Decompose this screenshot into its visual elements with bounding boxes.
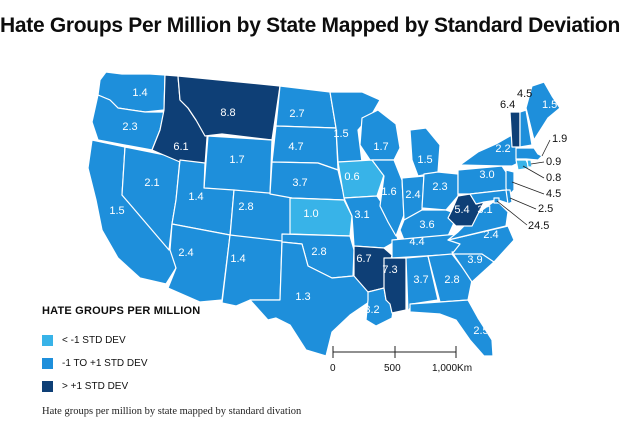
state-value-UT: 1.4 (188, 191, 203, 203)
state-value-NM: 1.4 (230, 253, 245, 265)
state-value-NJ: 4.5 (546, 188, 561, 200)
state-value-ID: 6.1 (173, 141, 188, 153)
state-value-MN: 1.5 (333, 128, 348, 140)
state-value-KY: 3.6 (419, 219, 434, 231)
state-NC[interactable] (447, 225, 515, 263)
state-value-VT: 6.4 (500, 99, 515, 111)
state-value-NC: 2.4 (483, 229, 498, 241)
state-value-IN: 2.4 (405, 189, 420, 201)
scale-tick-1000: 1,000Km (432, 363, 473, 374)
state-ME[interactable] (525, 81, 561, 141)
state-value-MT: 8.8 (220, 107, 235, 119)
state-NM[interactable] (221, 234, 283, 307)
state-value-WV: 5.4 (454, 204, 469, 216)
state-WI[interactable] (359, 109, 401, 161)
legend-item-mid: -1 TO +1 STD DEV (42, 358, 200, 369)
state-CT[interactable] (515, 159, 531, 171)
legend-swatch-high (42, 381, 53, 392)
state-value-OR: 2.3 (122, 121, 137, 133)
state-value-MA: 1.9 (552, 133, 567, 145)
state-ND[interactable] (275, 85, 337, 129)
state-value-MI: 1.5 (417, 154, 432, 166)
state-DE[interactable] (505, 189, 513, 205)
state-RI[interactable] (526, 159, 533, 168)
state-value-NE: 3.7 (292, 177, 307, 189)
state-value-AR: 6.7 (356, 253, 371, 265)
state-value-WI: 1.7 (373, 141, 388, 153)
leader-line-DE (509, 197, 537, 210)
state-value-IA: 0.6 (344, 171, 359, 183)
state-IL[interactable] (371, 159, 405, 237)
state-value-TN: 4.4 (409, 236, 424, 248)
legend-label-low: < -1 STD DEV (62, 335, 126, 346)
leader-line-DC (496, 200, 528, 226)
scale-tick-0: 0 (330, 363, 336, 374)
state-value-WA: 1.4 (132, 87, 147, 99)
legend-item-low: < -1 STD DEV (42, 335, 200, 346)
state-value-OK: 2.8 (311, 246, 326, 258)
state-value-MS: 7.3 (382, 264, 397, 276)
state-value-VA: 3.1 (477, 204, 492, 216)
state-KS[interactable] (289, 197, 353, 237)
legend-swatch-low (42, 335, 53, 346)
state-MI[interactable] (409, 127, 441, 177)
state-MT[interactable] (177, 75, 281, 141)
state-TX[interactable] (249, 241, 373, 357)
state-value-TX: 1.3 (295, 291, 310, 303)
legend-label-mid: -1 TO +1 STD DEV (62, 358, 148, 369)
state-value-PA: 3.0 (479, 169, 494, 181)
state-value-ND: 2.7 (289, 108, 304, 120)
state-value-GA: 2.8 (444, 274, 459, 286)
leader-line-NJ (511, 181, 545, 195)
scale-bar-line (332, 346, 457, 358)
state-value-IL: 1.6 (381, 186, 396, 198)
state-MN[interactable] (329, 91, 381, 163)
map-title: Hate Groups Per Million by State Mapped … (0, 14, 620, 37)
state-value-KS: 1.0 (303, 208, 318, 220)
state-value-DE: 2.5 (538, 203, 553, 215)
state-AL[interactable] (405, 255, 439, 313)
state-AZ[interactable] (167, 223, 231, 303)
state-FL[interactable] (409, 299, 494, 357)
state-VT[interactable] (509, 111, 521, 148)
legend-swatch-mid (42, 358, 53, 369)
leader-line-RI (530, 161, 545, 165)
state-NH[interactable] (519, 109, 533, 148)
legend-label-high: > +1 STD DEV (62, 381, 129, 392)
state-value-AL: 3.7 (413, 274, 428, 286)
state-value-MO: 3.1 (354, 209, 369, 221)
scale-tick-500: 500 (384, 363, 401, 374)
state-value-FL: 2.5 (473, 325, 488, 337)
state-value-NH: 4.5 (517, 88, 532, 100)
state-value-WY: 1.7 (229, 154, 244, 166)
state-value-OH: 2.3 (432, 181, 447, 193)
caption: Hate groups per million by state mapped … (42, 406, 302, 417)
leader-line-MA (541, 139, 551, 157)
state-value-CO: 2.8 (238, 201, 253, 213)
state-value-AZ: 2.4 (178, 247, 193, 259)
state-value-ME: 1.5 (542, 99, 557, 111)
state-value-SC: 3.9 (467, 254, 482, 266)
state-IA[interactable] (337, 159, 385, 199)
state-value-SD: 4.7 (288, 141, 303, 153)
legend-item-high: > +1 STD DEV (42, 381, 200, 392)
leader-line-CT (522, 165, 545, 179)
legend-title: HATE GROUPS PER MILLION (42, 305, 201, 317)
state-value-RI: 0.9 (546, 156, 561, 168)
state-value-CT: 0.8 (546, 172, 561, 184)
state-MA[interactable] (515, 147, 543, 161)
state-value-DC: 24.5 (528, 220, 549, 232)
state-value-LA: 3.2 (364, 304, 379, 316)
legend: HATE GROUPS PER MILLION < -1 STD DEV -1 … (42, 305, 200, 404)
state-value-CA: 1.5 (109, 205, 124, 217)
state-value-NV: 2.1 (144, 177, 159, 189)
state-value-NY: 2.2 (495, 143, 510, 155)
scale-bar: 0 500 1,000Km (328, 343, 472, 383)
